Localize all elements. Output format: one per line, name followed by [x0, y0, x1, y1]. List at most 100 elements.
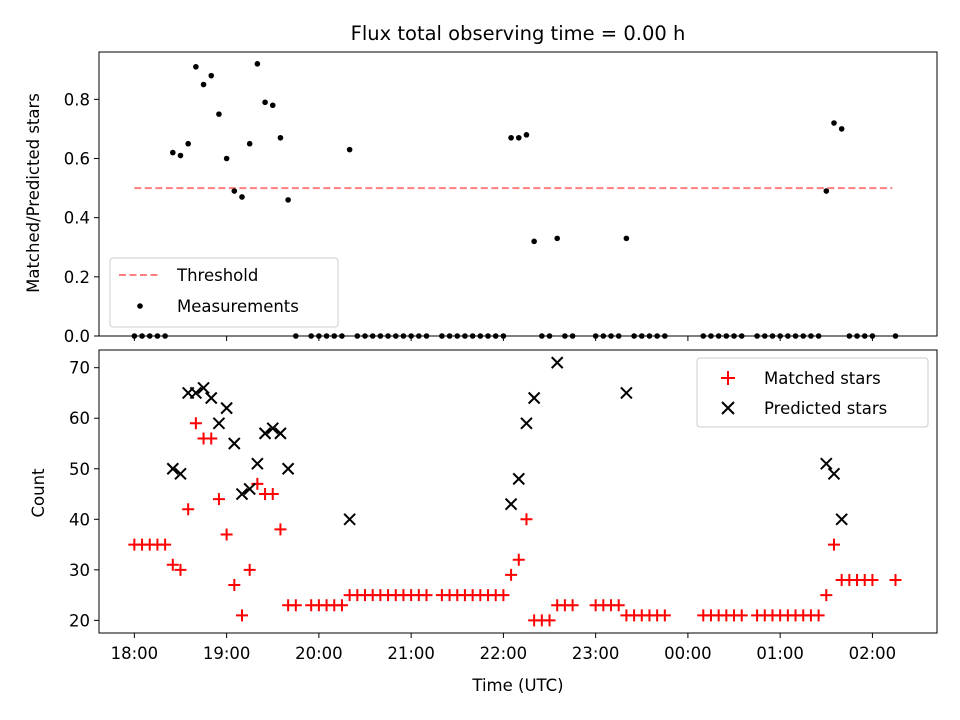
predicted-star-point — [835, 513, 848, 526]
measurement-point — [277, 134, 284, 141]
measurement-point — [269, 102, 276, 109]
x-tick-label: 00:00 — [664, 644, 712, 663]
top-y-tick-label: 0.0 — [64, 327, 90, 346]
matched-star-point — [289, 599, 302, 612]
measurement-point — [246, 140, 253, 147]
matched-star-point — [505, 568, 518, 581]
matched-star-point — [497, 589, 510, 602]
bottom-legend-frame — [696, 357, 929, 428]
predicted-star-point — [551, 356, 564, 369]
measurement-point — [208, 72, 215, 79]
matched-star-point — [827, 538, 840, 551]
top-y-axis: 0.0 0.2 0.4 0.6 0.8 — [64, 90, 99, 346]
matched-star-point — [189, 417, 202, 430]
predicted-star-point — [189, 386, 203, 400]
predicted-star-point — [343, 513, 356, 526]
bottom-y-axis: 20 30 40 50 60 70 — [69, 359, 99, 630]
predicted-star-point — [258, 427, 272, 440]
matched-star-point — [520, 513, 533, 526]
matched-star-point — [166, 558, 179, 571]
matched-star-point — [889, 573, 902, 586]
measurement-point — [285, 197, 291, 203]
matched-star-point — [543, 614, 556, 627]
matched-star-point — [274, 523, 287, 536]
measurement-point — [523, 132, 530, 138]
legend-matched-label: Matched stars — [764, 369, 881, 388]
matched-star-point — [335, 599, 348, 612]
top-panel: Flux total observing time = 0.00 h Match… — [24, 22, 938, 346]
predicted-star-point — [205, 391, 218, 405]
predicted-star-point — [827, 467, 841, 481]
predicted-star-point — [235, 487, 249, 501]
predicted-star-point — [281, 462, 295, 475]
predicted-star-point — [512, 472, 525, 486]
measurement-point — [831, 120, 837, 126]
matched-star-point — [174, 563, 187, 576]
legend-predicted-swatch — [721, 401, 735, 415]
top-y-tick-label: 0.8 — [64, 90, 90, 109]
predicted-star-point — [197, 381, 210, 395]
matched-star-point — [205, 432, 218, 445]
predicted-star-point — [174, 467, 187, 481]
x-tick-label: 19:00 — [203, 644, 251, 663]
top-y-tick-label: 0.6 — [64, 150, 90, 169]
measurement-point — [200, 81, 207, 88]
bottom-axes-frame — [98, 349, 938, 634]
predicted-star-point — [274, 427, 287, 440]
bottom-ylabel: Count — [29, 468, 48, 518]
legend-measurements-label: Measurements — [177, 297, 299, 316]
measurement-point — [346, 146, 353, 153]
x-tick-label: 01:00 — [756, 644, 804, 663]
measurement-point — [515, 134, 522, 141]
measurement-point — [231, 188, 238, 194]
measurement-point — [838, 126, 845, 132]
measurement-point — [185, 140, 191, 147]
legend-matched-swatch — [721, 371, 735, 385]
measurement-point — [239, 194, 245, 200]
predicted-star-point — [620, 386, 633, 400]
bottom-y-tick-label: 60 — [69, 409, 90, 428]
matched-star-point — [812, 609, 825, 622]
top-axes-frame — [98, 51, 938, 337]
measurement-point — [223, 155, 230, 162]
measurement-point — [170, 149, 176, 156]
matched-star-point — [612, 599, 625, 612]
predicted-star-point — [251, 457, 264, 470]
measurement-point — [254, 61, 261, 67]
bottom-legend: Matched stars Predicted stars — [696, 357, 929, 428]
measurement-point — [177, 152, 184, 159]
measurement-point — [216, 111, 222, 117]
measurement-point — [531, 238, 537, 245]
chart-title: Flux total observing time = 0.00 h — [351, 22, 686, 45]
top-legend: Threshold Measurements — [109, 257, 339, 328]
bottom-x-axis: 18:00 19:00 20:00 21:00 22:00 23:00 00:00 01:00… — [111, 633, 897, 663]
x-tick-label: 02:00 — [849, 644, 897, 663]
bottom-y-tick-label: 50 — [69, 460, 90, 479]
predicted-star-point — [243, 482, 256, 496]
x-tick-label: 20:00 — [295, 644, 343, 663]
predicted-star-point — [266, 422, 279, 435]
matched-star-point — [159, 538, 172, 551]
x-tick-label: 21:00 — [387, 644, 435, 663]
top-ylabel: Matched/Predicted stars — [24, 93, 43, 293]
legend-threshold-label: Threshold — [176, 266, 258, 285]
predicted-star-point — [212, 417, 226, 430]
bottom-y-tick-label: 20 — [69, 611, 90, 630]
bottom-plot-area — [128, 356, 902, 627]
predicted-star-point — [527, 391, 541, 405]
measurement-point — [823, 188, 830, 194]
matched-star-point — [243, 563, 256, 576]
matched-star-point — [566, 599, 579, 612]
matched-star-point — [266, 488, 279, 501]
x-tick-label: 23:00 — [572, 644, 620, 663]
bottom-xlabel: Time (UTC) — [471, 676, 563, 695]
matched-star-point — [182, 503, 195, 516]
top-y-tick-label: 0.4 — [64, 209, 90, 228]
matched-star-point — [220, 528, 233, 541]
matched-star-point — [235, 609, 248, 622]
bottom-y-tick-label: 30 — [69, 561, 90, 580]
matched-star-point — [228, 578, 241, 591]
legend-predicted-label: Predicted stars — [764, 399, 887, 418]
predicted-star-point — [220, 401, 233, 415]
